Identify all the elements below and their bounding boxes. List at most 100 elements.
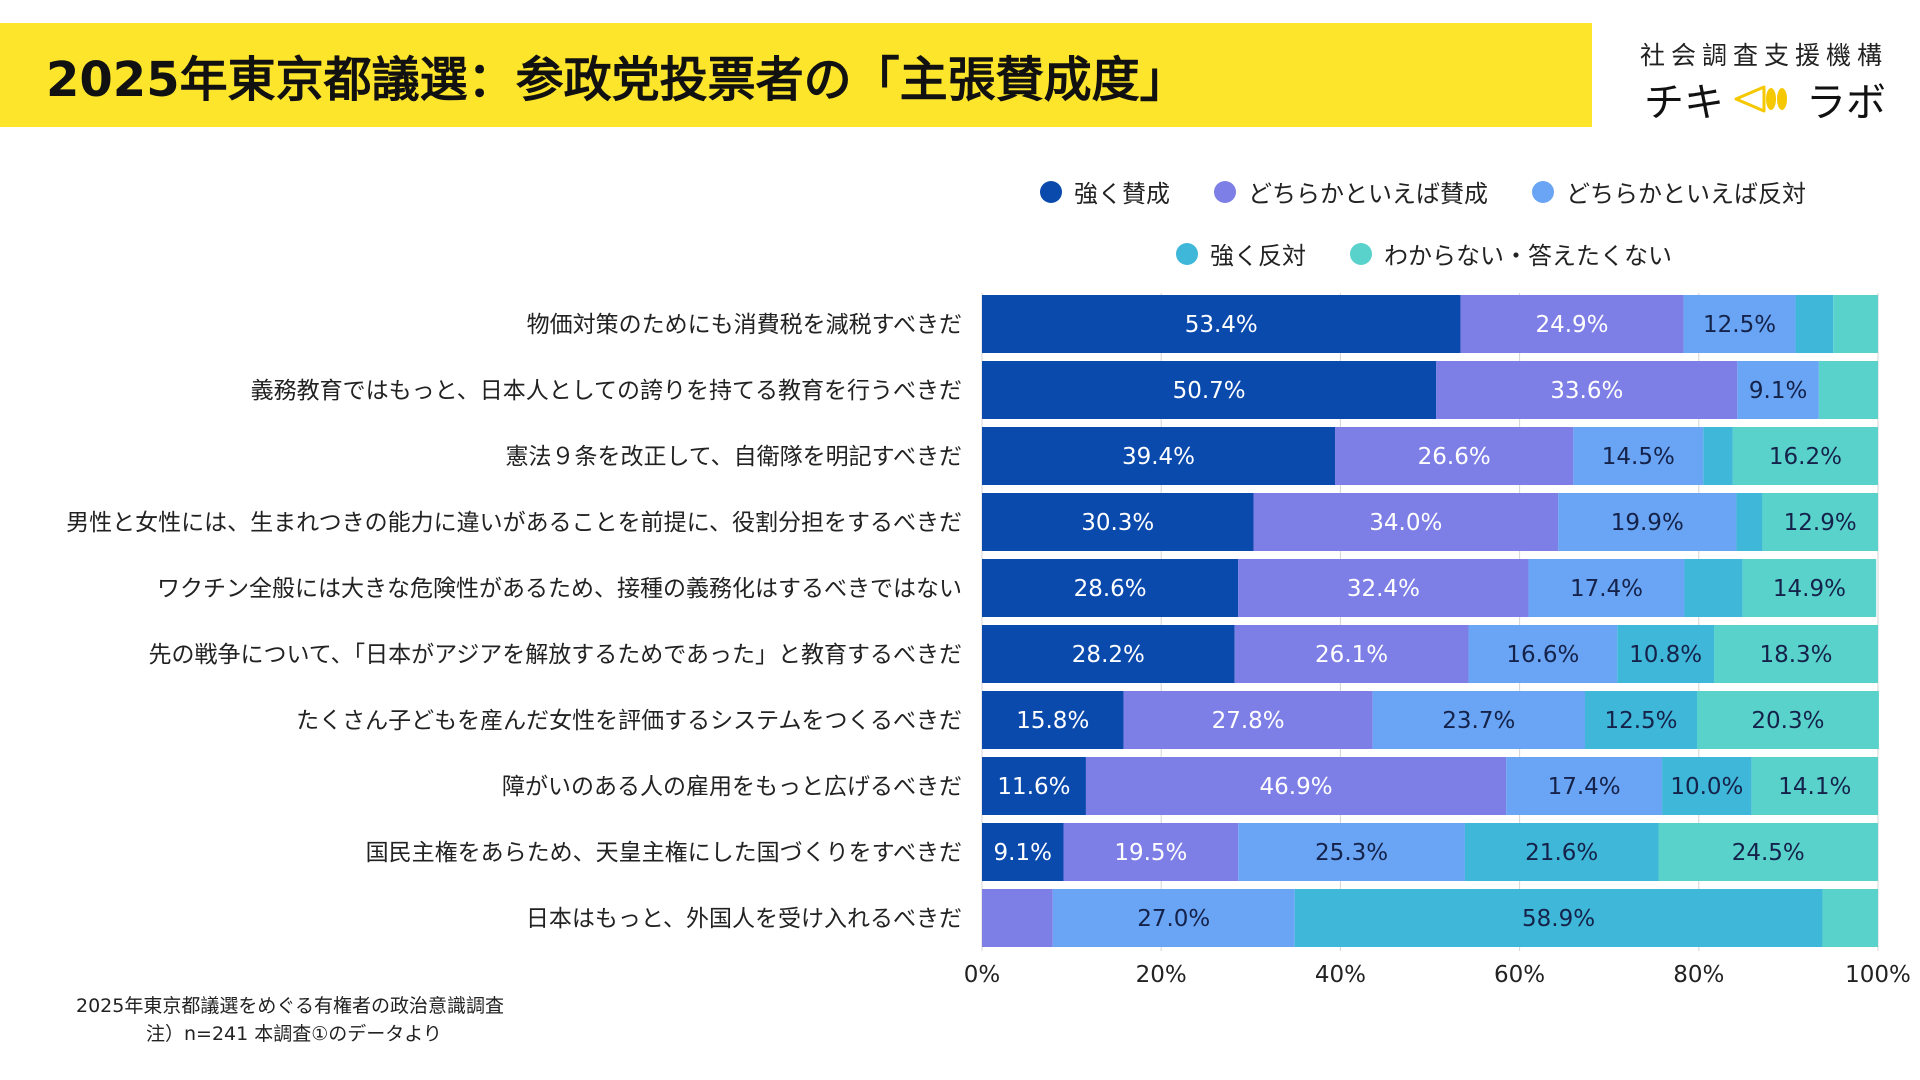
data-label: 26.6%: [1418, 444, 1491, 470]
legend-label: どちらかといえば反対: [1566, 180, 1806, 208]
legend-item-somewhat-disagree: どちらかといえば反対: [1532, 174, 1806, 209]
bar-segment: [1751, 757, 1878, 815]
category-label: 男性と女性には、生まれつきの能力に違いがあることを前提に、役割分担をするべきだ: [66, 510, 962, 536]
bar-segment: [1742, 559, 1877, 617]
bar-segment: [1683, 295, 1796, 353]
bar-segment: [1736, 493, 1763, 551]
bar-segment: [982, 559, 1239, 617]
bar-segment: [982, 361, 1437, 419]
bar-segment: [1238, 823, 1465, 881]
data-label: 14.1%: [1778, 774, 1851, 800]
data-label: 14.5%: [1602, 444, 1675, 470]
bar-segment: [1684, 559, 1743, 617]
category-label: 先の戦争について、「日本がアジアを解放するためであった」と教育するべきだ: [148, 642, 962, 668]
source-note: 2025年東京都議選をめぐる有権者の政治意識調査: [76, 995, 504, 1017]
legend-label: 強く賛成: [1074, 180, 1170, 208]
bar-segment: [1762, 493, 1878, 551]
legend-swatch: [1532, 180, 1554, 203]
data-label: 12.5%: [1703, 312, 1776, 338]
title-bar: 2025年東京都議選：参政党投票者の「主張賛成度」: [0, 23, 1592, 127]
data-label: 16.6%: [1506, 642, 1579, 668]
data-label: 28.2%: [1072, 642, 1145, 668]
legend-swatch: [1176, 242, 1198, 265]
data-label: 12.5%: [1604, 708, 1677, 734]
data-label: 26.1%: [1315, 642, 1388, 668]
bar-segment: [1063, 823, 1239, 881]
x-tick-label: 40%: [1315, 962, 1366, 988]
org-name: 社会調査支援機構: [1640, 41, 1889, 70]
category-label: 憲法９条を改正して、自衛隊を明記すべきだ: [505, 444, 962, 470]
bar-segment: [1662, 757, 1752, 815]
legend-label: わからない・答えたくない: [1384, 242, 1672, 270]
data-label: 12.9%: [1784, 510, 1857, 536]
data-label: 50.7%: [1173, 378, 1246, 404]
bar-segment: [1833, 295, 1878, 353]
bar-segment: [1528, 559, 1685, 617]
data-label: 18.3%: [1759, 642, 1832, 668]
bar-segment: [1372, 691, 1586, 749]
bar-segment: [1464, 823, 1659, 881]
bar-segment: [1558, 493, 1737, 551]
data-label: 24.5%: [1732, 840, 1805, 866]
bar-segment: [1573, 427, 1704, 485]
legend-swatch: [1350, 242, 1372, 265]
bar-segment: [1506, 757, 1663, 815]
bar-segment: [1732, 427, 1878, 485]
bar-segment: [1585, 691, 1698, 749]
category-label: 義務教育ではもっと、日本人としての誇りを持てる教育を行うべきだ: [251, 378, 962, 404]
page-title: 2025年東京都議選：参政党投票者の「主張賛成度」: [46, 52, 1188, 108]
data-label: 33.6%: [1550, 378, 1623, 404]
legend-swatch: [1040, 180, 1062, 203]
brand-wordmark: チキ ラボ: [1644, 74, 1886, 126]
legend-item-dont-know: わからない・答えたくない: [1350, 236, 1672, 271]
data-label: 14.9%: [1773, 576, 1846, 602]
category-label: 国民主権をあらため、天皇主権にした国づくりをすべきだ: [366, 840, 962, 866]
bar-segment: [1658, 823, 1878, 881]
data-label: 19.5%: [1114, 840, 1187, 866]
data-label: 10.0%: [1670, 774, 1743, 800]
bar-segment: [1703, 427, 1733, 485]
bar-segment: [982, 889, 1053, 947]
sample-note: 注）n=241 本調査①のデータより: [146, 1023, 442, 1045]
x-tick-label: 20%: [1136, 962, 1187, 988]
bar-segment: [1714, 625, 1878, 683]
bar-segment: [1253, 493, 1559, 551]
legend-swatch: [1214, 180, 1236, 203]
bar-segment: [1737, 361, 1819, 419]
category-label: ワクチン全般には大きな危険性があるため、接種の義務化はするべきではない: [157, 576, 962, 602]
data-label: 27.0%: [1137, 906, 1210, 932]
data-label: 39.4%: [1122, 444, 1195, 470]
bar-segment: [982, 757, 1086, 815]
data-label: 15.8%: [1016, 708, 1089, 734]
bar-segment: [1795, 295, 1834, 353]
data-label: 23.7%: [1442, 708, 1515, 734]
bar-segment: [982, 427, 1336, 485]
legend-item-strongly-agree: 強く賛成: [1040, 174, 1170, 209]
bar-segment: [1052, 889, 1295, 947]
category-label: たくさん子どもを産んだ女性を評価するシステムをつくるべきだ: [296, 708, 962, 734]
x-tick-label: 100%: [1845, 962, 1911, 988]
bar-segment: [982, 493, 1254, 551]
data-label: 17.4%: [1570, 576, 1643, 602]
bar-segment: [1085, 757, 1507, 815]
bar-segment: [982, 823, 1064, 881]
bar-segment: [1822, 889, 1878, 947]
bar-segment: [1234, 625, 1469, 683]
bar-segment: [1697, 691, 1879, 749]
bar-segment: [1436, 361, 1738, 419]
legend-row-1: 強く賛成 どちらかといえば賛成 どちらかといえば反対: [1040, 174, 1806, 209]
bar-segment: [982, 691, 1124, 749]
x-tick-label: 80%: [1673, 962, 1724, 988]
bar-segment: [1617, 625, 1715, 683]
bar-segment: [1123, 691, 1373, 749]
megaphone-icon: [1734, 85, 1787, 113]
data-label: 19.9%: [1611, 510, 1684, 536]
data-label: 30.3%: [1081, 510, 1154, 536]
org-logo: 社会調査支援機構 チキ ラボ: [1640, 34, 1900, 126]
data-label: 25.3%: [1315, 840, 1388, 866]
category-label: 日本はもっと、外国人を受け入れるべきだ: [526, 906, 962, 932]
bar-segment: [1818, 361, 1878, 419]
legend-label: どちらかといえば賛成: [1248, 180, 1488, 208]
